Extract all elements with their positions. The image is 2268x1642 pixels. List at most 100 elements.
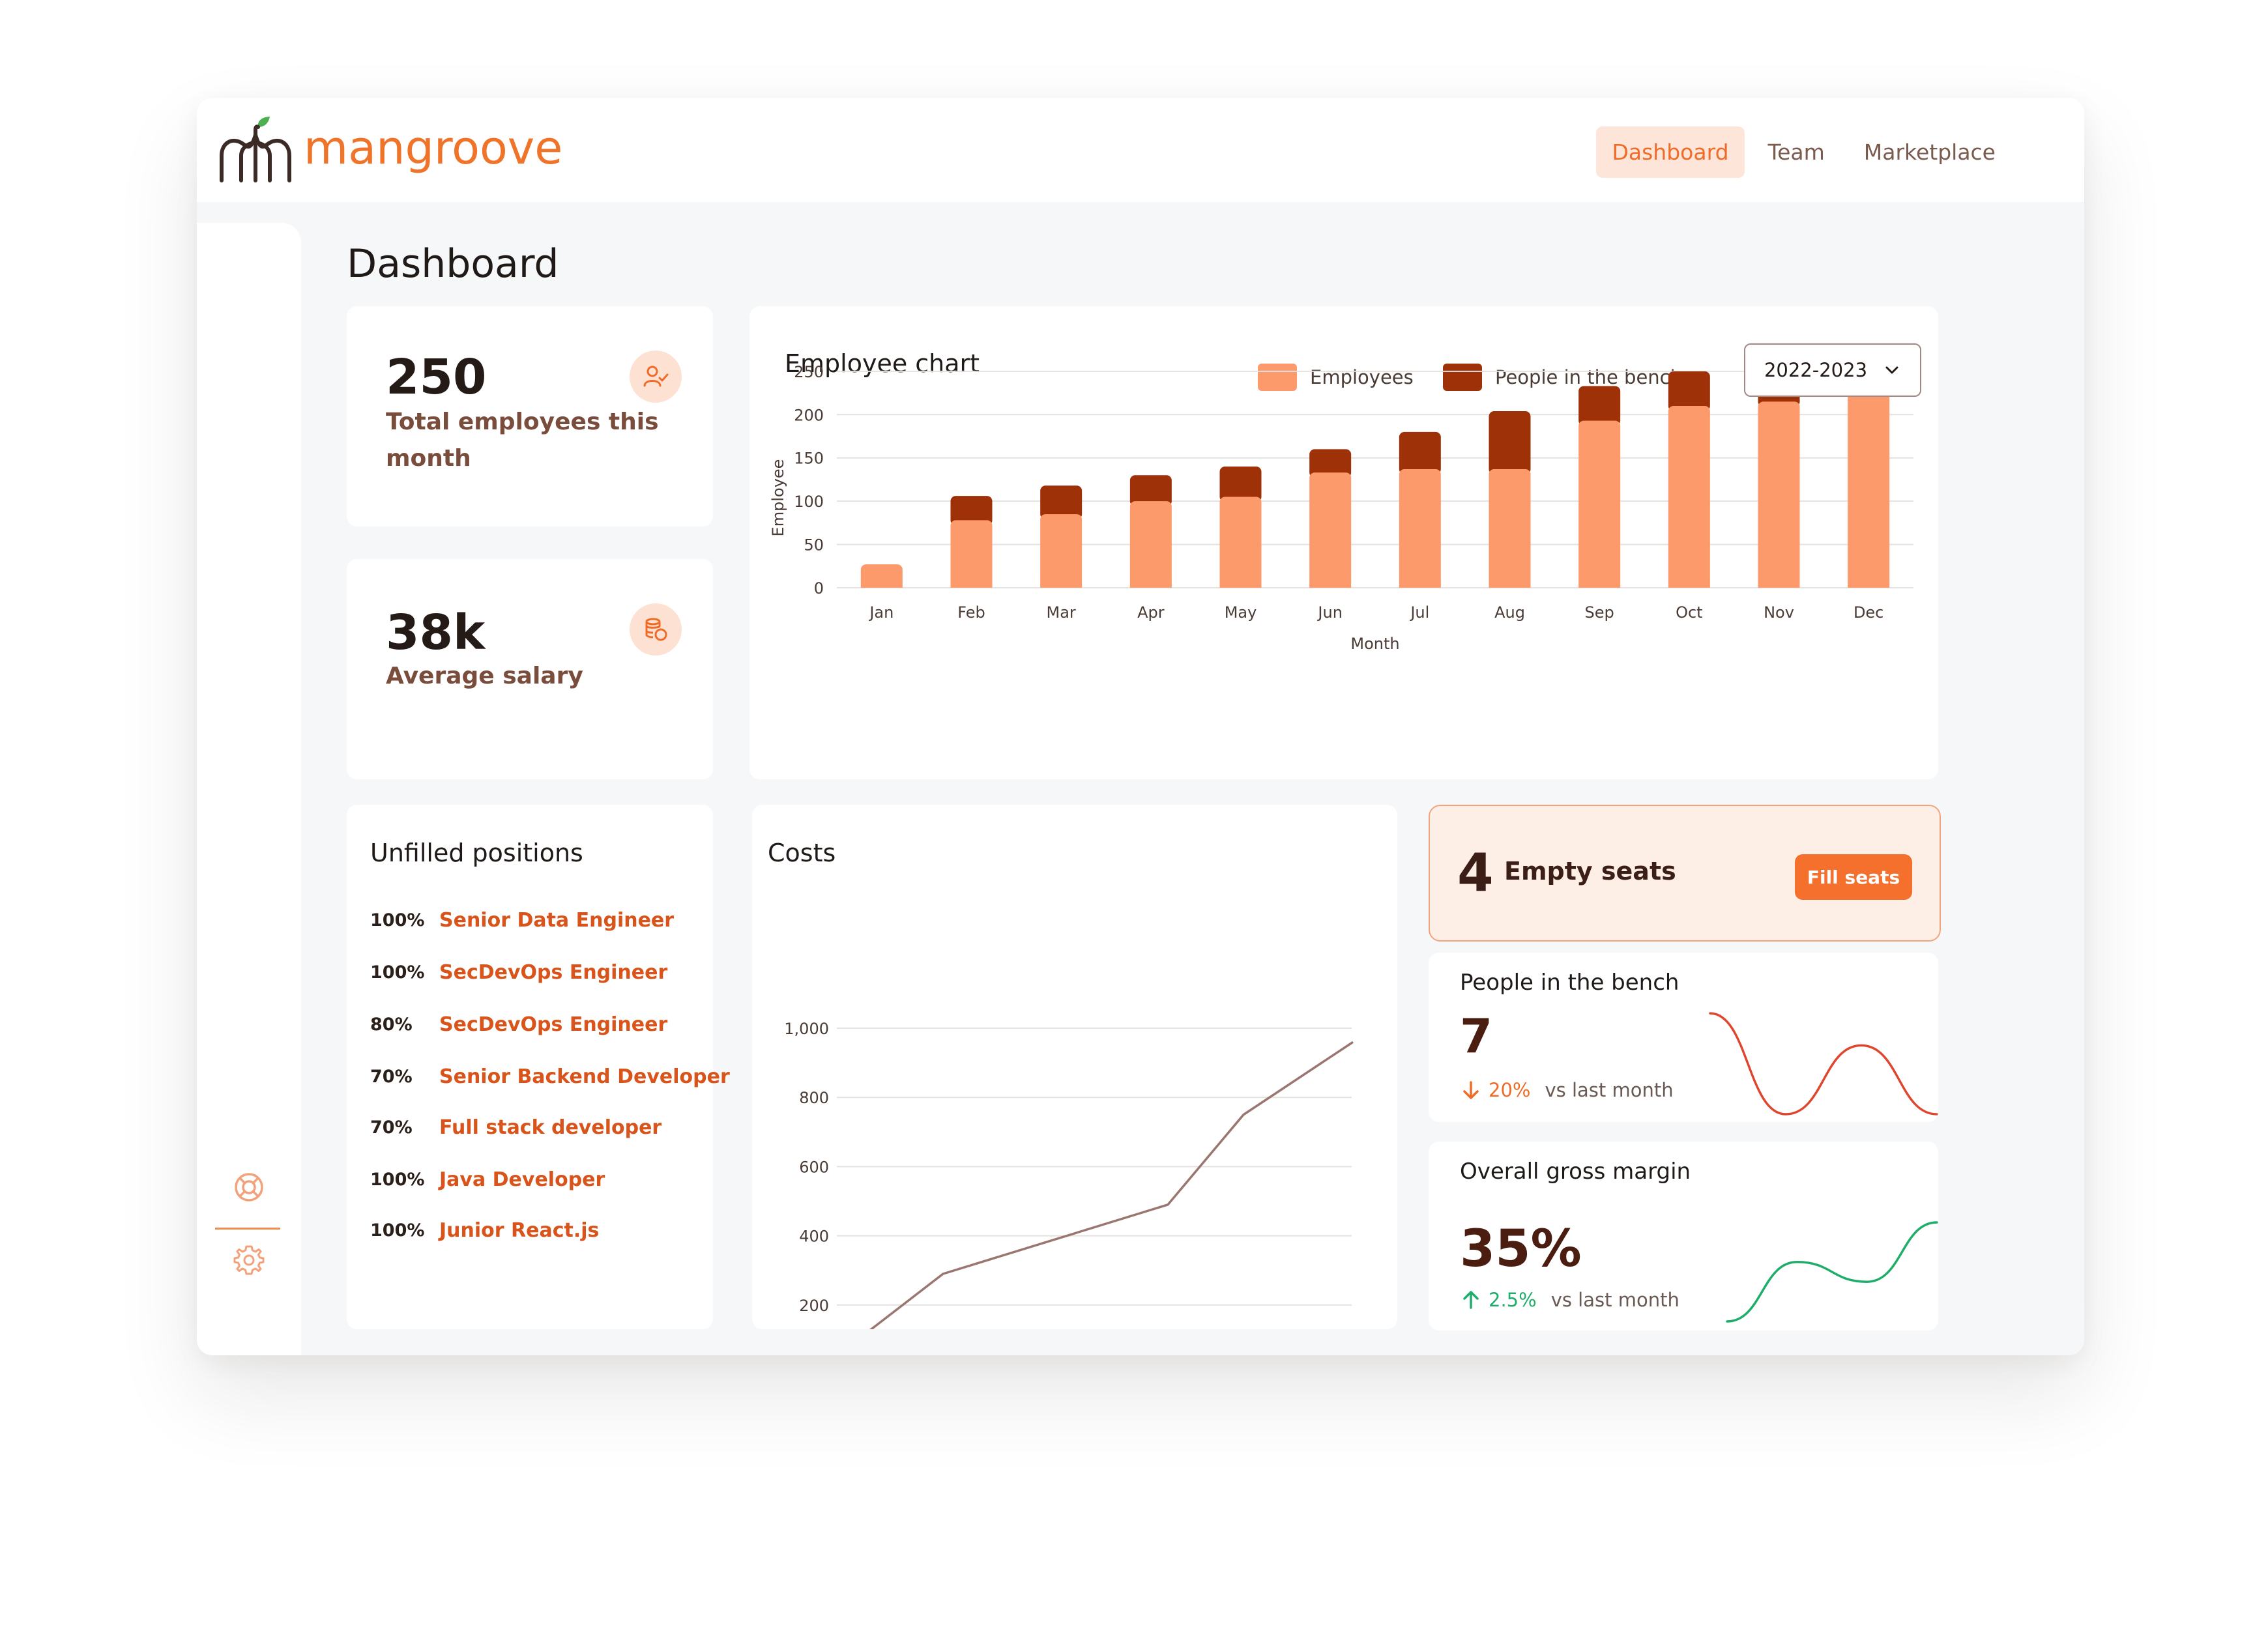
bar-bench bbox=[950, 496, 993, 526]
legend-swatch-employees bbox=[1258, 364, 1297, 391]
sparkline-path bbox=[1709, 1012, 1938, 1116]
bar-employees bbox=[1489, 468, 1531, 588]
x-tick-label: Jun bbox=[1316, 603, 1343, 622]
sidebar bbox=[197, 223, 301, 1355]
position-fill-pct: 100% bbox=[370, 1220, 425, 1241]
bar-employees-base bbox=[1758, 583, 1800, 588]
margin-value: 35% bbox=[1460, 1220, 1582, 1278]
top-bar: mangroove Dashboard Team Marketplace bbox=[197, 98, 2084, 202]
bar-employees-base bbox=[1309, 583, 1352, 588]
nav-marketplace[interactable]: Marketplace bbox=[1863, 139, 1996, 165]
bar-employees-base bbox=[950, 583, 993, 588]
bar-bench bbox=[1578, 386, 1621, 426]
position-name-link[interactable]: Senior Data Engineer bbox=[439, 909, 675, 932]
x-tick-label: Dec bbox=[1854, 603, 1883, 622]
sidebar-divider bbox=[215, 1228, 280, 1230]
bar-employees-base bbox=[860, 583, 903, 588]
nav-team[interactable]: Team bbox=[1767, 139, 1825, 165]
arrow-up-icon bbox=[1463, 1291, 1479, 1309]
help-lifebuoy-icon[interactable] bbox=[233, 1171, 265, 1203]
x-tick-label: Mar bbox=[1047, 603, 1076, 622]
bar-employees bbox=[1309, 472, 1352, 588]
bar-employees-base bbox=[1219, 583, 1262, 588]
legend-swatch-bench bbox=[1443, 364, 1482, 391]
y-tick-label: 0 bbox=[814, 579, 824, 598]
x-tick-label: Feb bbox=[957, 603, 985, 622]
x-tick-label: Jan bbox=[868, 603, 894, 622]
bar-employees bbox=[860, 564, 903, 588]
settings-gear-icon[interactable] bbox=[233, 1244, 265, 1276]
bench-delta-text: vs last month bbox=[1545, 1079, 1674, 1101]
x-tick-label: Apr bbox=[1137, 603, 1165, 622]
unfilled-position-row[interactable]: 100% Junior React.js bbox=[370, 1219, 599, 1242]
kpi-employees-label: Total employees this month bbox=[386, 409, 659, 472]
y-tick-label: 200 bbox=[794, 406, 824, 424]
unfilled-title: Unfilled positions bbox=[370, 839, 583, 867]
bench-delta-pct: 20% bbox=[1489, 1079, 1531, 1101]
legend-label-bench: People in the bench bbox=[1495, 366, 1682, 388]
costs-line bbox=[869, 1041, 1354, 1329]
y-axis-label: Employee bbox=[769, 459, 787, 537]
unfilled-position-row[interactable]: 100% Senior Data Engineer bbox=[370, 909, 674, 932]
margin-card: Overall gross margin 35% 2.5% vs last mo… bbox=[1429, 1142, 1938, 1331]
position-name-link[interactable]: Full stack developer bbox=[439, 1116, 662, 1139]
employee-bar-chart: 0 50 100 150 200 250 Employee Jan Feb Mar Apr May Ju… bbox=[769, 347, 1913, 653]
y-tick-label: 150 bbox=[794, 450, 824, 468]
bench-card: People in the bench 7 20% vs last month bbox=[1429, 953, 1938, 1122]
bar-employees-base bbox=[1040, 583, 1083, 588]
margin-delta-text: vs last month bbox=[1550, 1289, 1679, 1311]
bar-employees bbox=[1399, 468, 1441, 588]
kpi-salary-value: 38k bbox=[386, 605, 486, 661]
x-tick-label: Oct bbox=[1676, 603, 1703, 622]
employee-chart-card: Employee chart Employees People in the b… bbox=[749, 306, 1938, 779]
unfilled-positions-card: Unfilled positions 100% Senior Data Engin… bbox=[347, 805, 730, 1329]
arrow-down-icon bbox=[1463, 1081, 1479, 1099]
y-tick-label: 200 bbox=[799, 1297, 829, 1315]
bar-bench bbox=[1309, 449, 1352, 478]
position-name-link[interactable]: Junior React.js bbox=[439, 1219, 600, 1242]
bar-bench bbox=[1040, 485, 1083, 520]
bar-employees-base bbox=[1578, 583, 1621, 588]
legend-label-employees: Employees bbox=[1310, 366, 1414, 388]
position-name-link[interactable]: SecDevOps Engineer bbox=[439, 961, 668, 984]
y-tick-label: 100 bbox=[794, 493, 824, 511]
top-nav: Dashboard Team Marketplace bbox=[1596, 126, 2011, 178]
x-tick-label: May bbox=[1225, 603, 1257, 622]
costs-line-chart: 02004006008001,000JanMarMayJulSepNovDec bbox=[784, 1020, 1354, 1329]
fill-seats-button[interactable]: Fill seats bbox=[1795, 854, 1912, 900]
position-name-link[interactable]: Senior Backend Developer bbox=[439, 1065, 730, 1088]
position-fill-pct: 100% bbox=[370, 1170, 425, 1190]
position-name-link[interactable]: SecDevOps Engineer bbox=[439, 1013, 668, 1036]
unfilled-position-row[interactable]: 100% Java Developer bbox=[370, 1168, 605, 1191]
unfilled-position-row[interactable]: 70% Senior Backend Developer bbox=[370, 1065, 730, 1088]
y-tick-label: 400 bbox=[799, 1228, 829, 1246]
unfilled-position-row[interactable]: 80% SecDevOps Engineer bbox=[370, 1013, 667, 1036]
bar-bench bbox=[1668, 371, 1710, 411]
kpi-salary-card: 38k Average salary bbox=[347, 559, 713, 779]
kpi-employees-value: 250 bbox=[386, 349, 487, 405]
position-fill-pct: 100% bbox=[370, 962, 425, 983]
position-name-link[interactable]: Java Developer bbox=[439, 1168, 605, 1191]
costs-title: Costs bbox=[768, 839, 836, 867]
bar-employees bbox=[1758, 401, 1800, 588]
empty-seats-count: 4 bbox=[1457, 843, 1494, 903]
bar-employees bbox=[950, 520, 993, 588]
brand-logo[interactable]: mangroove bbox=[218, 113, 562, 185]
mangrove-logo-icon bbox=[220, 117, 291, 182]
user-check-icon bbox=[630, 351, 682, 403]
nav-dashboard[interactable]: Dashboard bbox=[1596, 126, 1745, 178]
bar-employees-base bbox=[1129, 583, 1172, 588]
bar-bench bbox=[1399, 431, 1441, 474]
period-select[interactable]: 2022-2023 bbox=[1744, 343, 1921, 397]
coins-icon bbox=[630, 603, 682, 655]
unfilled-position-row[interactable]: 70% Full stack developer bbox=[370, 1116, 662, 1139]
margin-delta-pct: 2.5% bbox=[1489, 1289, 1537, 1311]
legend-employees: Employees bbox=[1258, 364, 1414, 391]
bench-sparkline bbox=[1709, 1012, 1938, 1116]
bar-employees bbox=[1129, 501, 1172, 588]
y-tick-label: 800 bbox=[799, 1089, 829, 1107]
bar-employees-base bbox=[1848, 583, 1890, 588]
bar-bench bbox=[1129, 475, 1172, 507]
unfilled-position-row[interactable]: 100% SecDevOps Engineer bbox=[370, 961, 667, 984]
bar-employees-base bbox=[1668, 583, 1710, 588]
